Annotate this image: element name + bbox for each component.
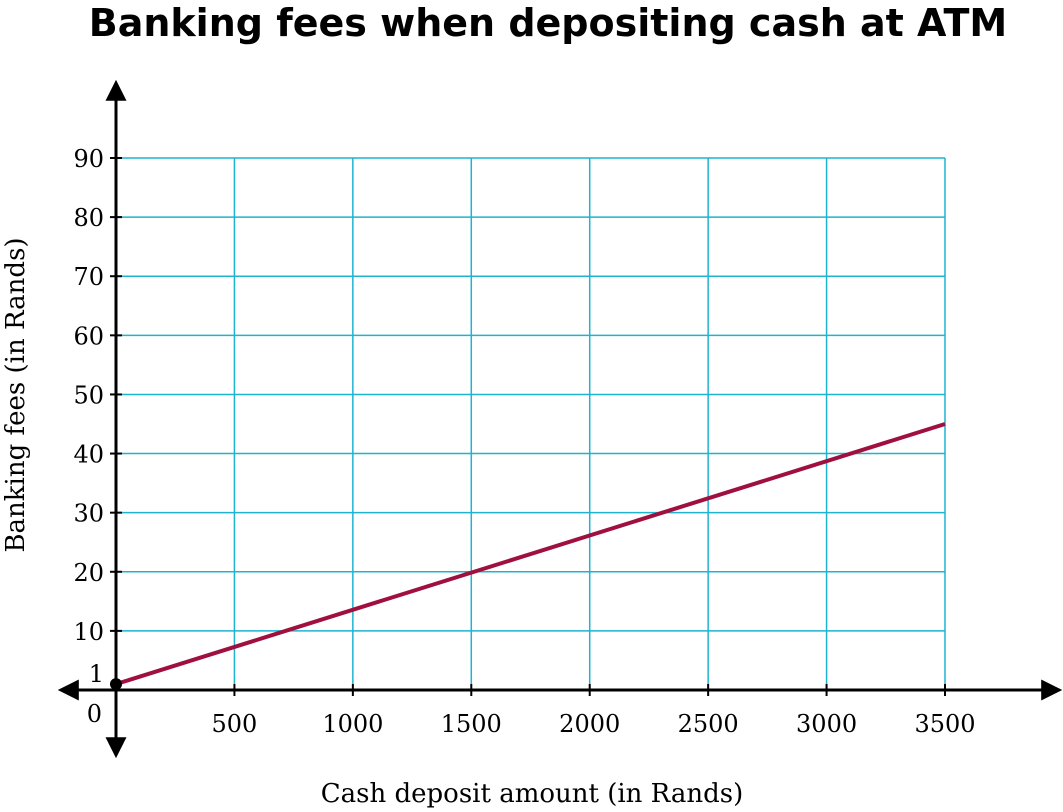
y-tick-label: 70	[73, 263, 104, 291]
y-tick-label: 90	[73, 145, 104, 173]
series	[110, 422, 946, 691]
x-tick-label: 500	[212, 710, 258, 738]
y-axis-label: Banking fees (in Rands)	[1, 237, 31, 552]
y-tick-label: 80	[73, 204, 104, 232]
y-tick-label: 50	[73, 381, 104, 409]
x-tick-label: 2000	[559, 710, 620, 738]
chart-title: Banking fees when depositing cash at ATM	[89, 1, 1007, 45]
intercept-label: 1	[89, 660, 104, 688]
y-tick-label: 20	[73, 559, 104, 587]
y-tick-label: 40	[73, 441, 104, 469]
x-tick-label: 2500	[678, 710, 739, 738]
series-line	[115, 422, 946, 686]
grid	[116, 157, 946, 690]
x-axis-label: Cash deposit amount (in Rands)	[321, 779, 743, 809]
y-tick-label: 30	[73, 500, 104, 528]
y-tick-label: 60	[73, 322, 104, 350]
x-tick-label: 3000	[796, 710, 857, 738]
origin-label: 0	[87, 700, 102, 728]
x-tick-label: 1500	[441, 710, 502, 738]
y-tick-label: 10	[73, 618, 104, 646]
axes	[57, 79, 1063, 759]
data-point	[110, 678, 122, 691]
x-tick-label: 3500	[914, 710, 975, 738]
x-tick-label: 1000	[322, 710, 383, 738]
